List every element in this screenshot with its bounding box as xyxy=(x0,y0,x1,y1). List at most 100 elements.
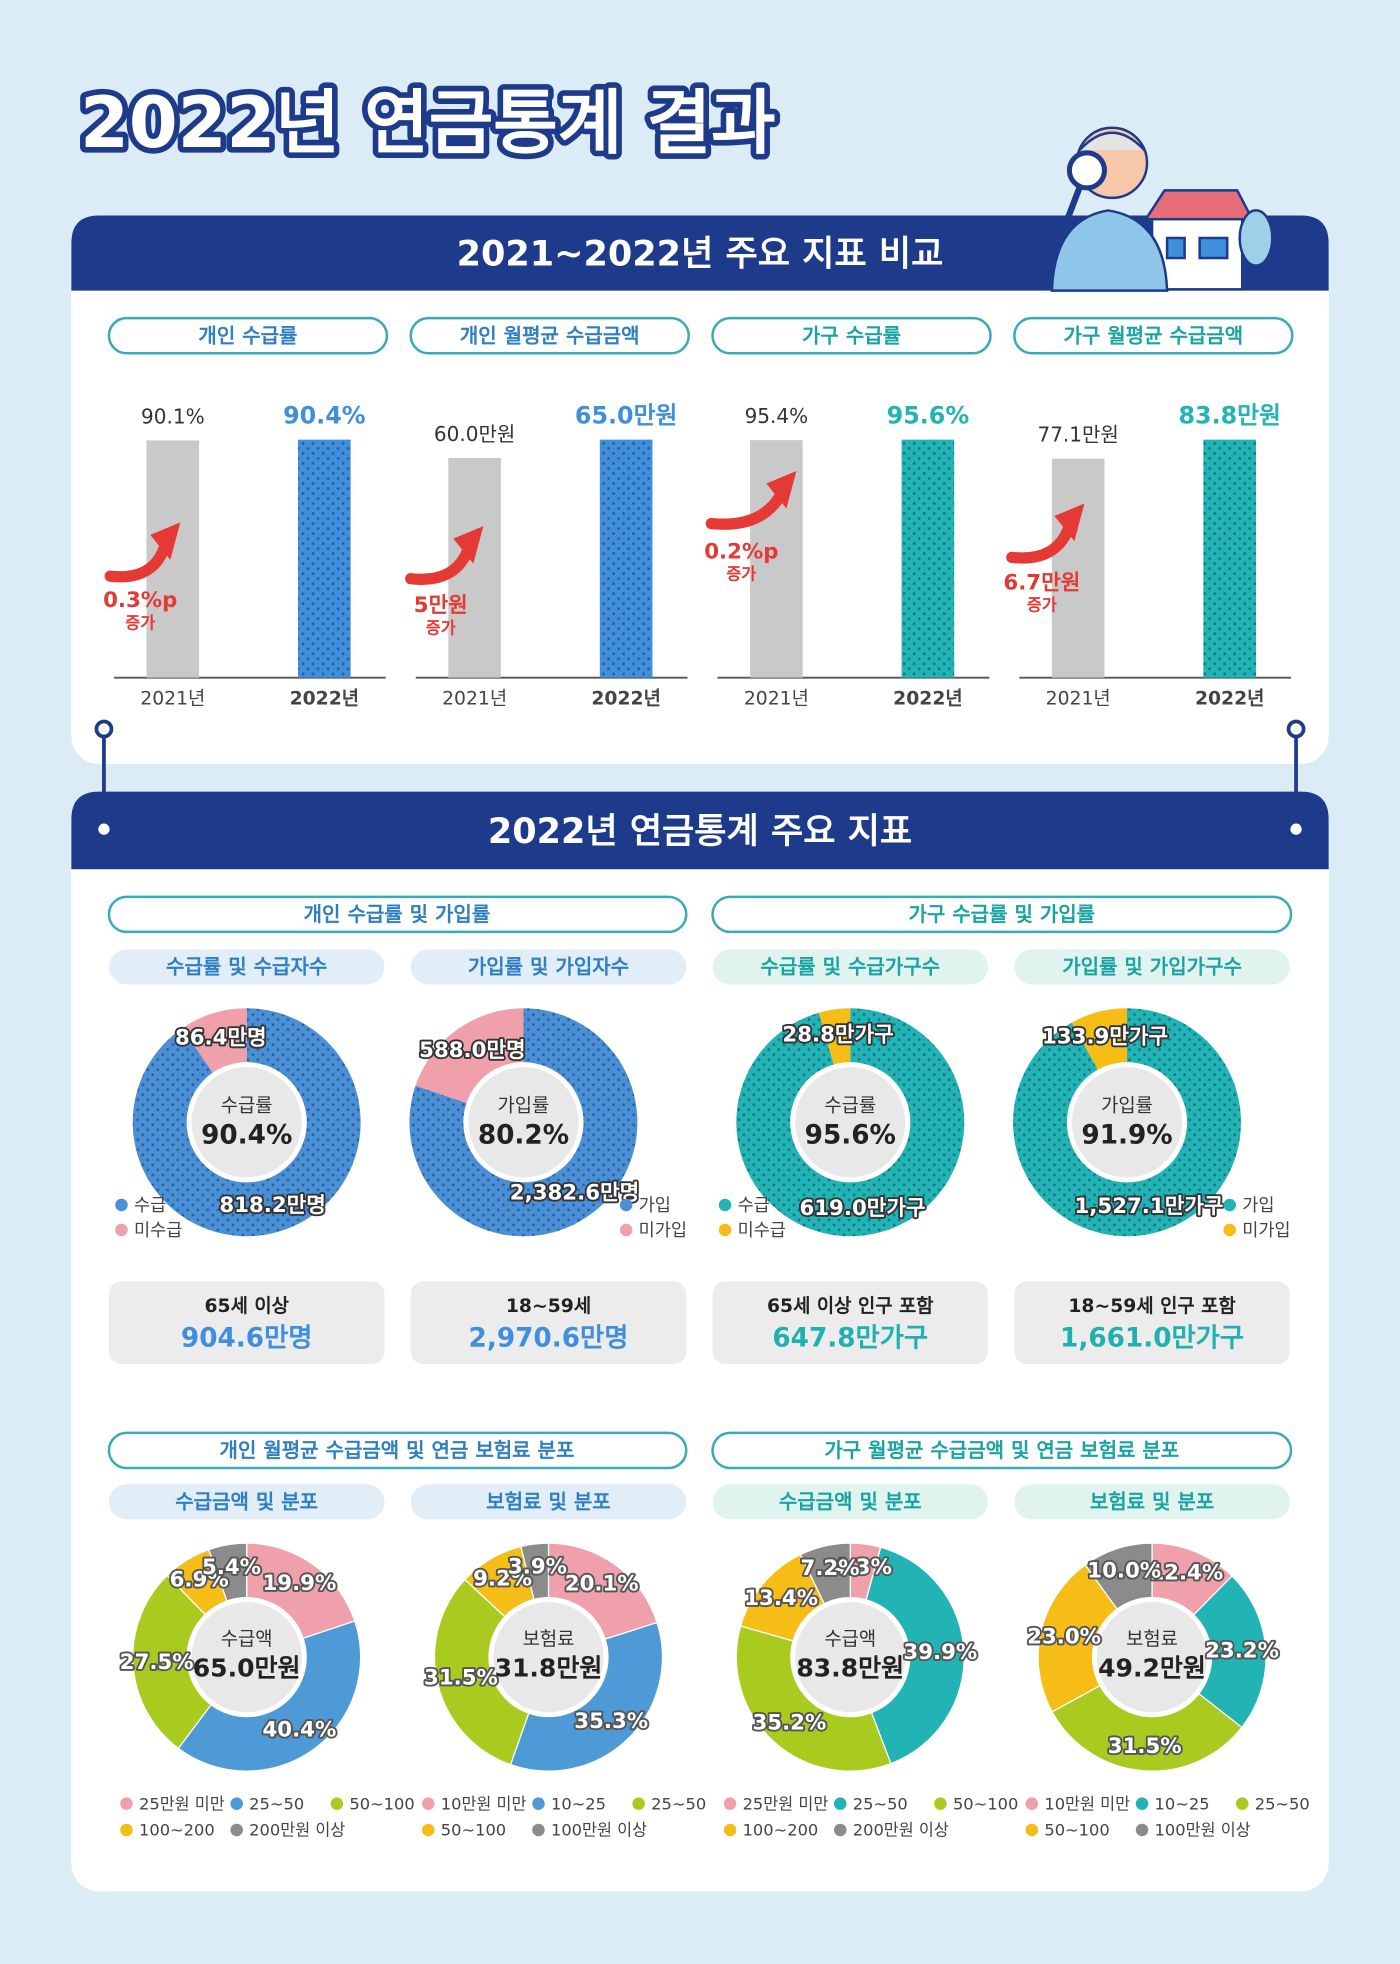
legend-swatch xyxy=(718,1198,732,1212)
pill xyxy=(107,316,389,355)
x-tick-label: 2021년 xyxy=(140,687,205,709)
trend-arrow xyxy=(705,487,788,530)
legend-swatch xyxy=(120,1797,133,1810)
section-heading: 2022년 연금통계 주요 지표 xyxy=(488,811,912,852)
legend-label: 200만원 이상 xyxy=(249,1821,345,1840)
change-value: 0.2%p xyxy=(704,539,778,564)
page-title: 2022년 연금통계 결과 xyxy=(80,82,776,164)
change-value: 6.7만원 xyxy=(1003,571,1080,596)
chart-title: 보험료 및 분포 xyxy=(486,1490,610,1514)
summary-value: 904.6만명 xyxy=(181,1323,313,1353)
legend-swatch xyxy=(619,1223,633,1237)
pie-center xyxy=(1096,1602,1208,1713)
trend-arrowhead xyxy=(453,526,484,564)
group-pill xyxy=(711,895,1293,934)
legend-swatch xyxy=(1025,1797,1039,1810)
donut-center xyxy=(1071,1067,1183,1178)
legend-swatch xyxy=(1223,1223,1236,1237)
legend-label: 25~50 xyxy=(249,1794,304,1813)
chart-title: 개인 수급률 xyxy=(198,323,297,347)
value-label: 86.4만명 xyxy=(175,1026,267,1051)
value-label: 20.1% xyxy=(565,1571,639,1596)
legend-swatch xyxy=(833,1823,847,1837)
x-tick-label: 2021년 xyxy=(744,687,809,709)
center-label: 수급률 xyxy=(824,1096,876,1117)
legend-swatch xyxy=(619,1198,633,1212)
legend-label: 25만원 미만 xyxy=(139,1794,225,1813)
x-tick-label: 2021년 xyxy=(1046,687,1111,709)
trend-arrow xyxy=(104,539,171,583)
center-value: 49.2만원 xyxy=(1098,1654,1206,1683)
bar xyxy=(901,439,955,678)
change-note: 증가 xyxy=(125,613,155,632)
legend-label: 25~50 xyxy=(853,1794,908,1813)
value-label: 4.3% xyxy=(833,1555,892,1580)
card-header xyxy=(71,215,1329,291)
legend-label: 25만원 미만 xyxy=(743,1794,829,1813)
summary-label: 65세 이상 인구 포함 xyxy=(767,1295,934,1317)
value-label: 9.2% xyxy=(473,1566,532,1591)
value-label: 588.0만명 xyxy=(419,1038,525,1063)
legend-label: 수급 xyxy=(134,1196,166,1216)
bar xyxy=(298,439,351,678)
group-heading: 가구 수급률 및 가입률 xyxy=(908,902,1095,926)
summary-label: 65세 이상 xyxy=(204,1295,288,1317)
x-tick-label: 2022년 xyxy=(893,687,962,709)
value-label: 7.2% xyxy=(801,1556,860,1581)
sub-pill xyxy=(108,1484,385,1520)
sub-pill xyxy=(712,1484,989,1520)
summary-box xyxy=(1014,1281,1290,1365)
center-label: 가입률 xyxy=(1101,1095,1153,1117)
value-label: 23.2% xyxy=(1205,1638,1279,1663)
legend-swatch xyxy=(532,1823,545,1837)
donut-center xyxy=(795,1067,906,1178)
value-label: 39.9% xyxy=(903,1640,977,1665)
section-heading: 2021~2022년 주요 지표 비교 xyxy=(457,234,944,275)
value-label: 35.3% xyxy=(574,1709,648,1734)
chart-title: 보험료 및 분포 xyxy=(1090,1490,1214,1514)
pie-center xyxy=(795,1602,906,1713)
center-value: 90.4% xyxy=(201,1121,292,1151)
value-label: 95.6% xyxy=(887,402,970,430)
summary-label: 18~59세 xyxy=(506,1295,591,1317)
legend-label: 미가입 xyxy=(639,1221,687,1241)
legend-swatch xyxy=(1135,1823,1149,1837)
value-label: 28.8만가구 xyxy=(782,1022,893,1047)
legend-swatch xyxy=(230,1797,243,1810)
value-label: 35.2% xyxy=(752,1711,826,1736)
value-label: 77.1만원 xyxy=(1037,423,1118,447)
center-value: 31.8만원 xyxy=(495,1654,603,1683)
legend-swatch xyxy=(833,1797,847,1810)
legend-label: 50~100 xyxy=(953,1794,1018,1813)
value-label: 60.0만원 xyxy=(434,422,515,446)
x-tick-label: 2022년 xyxy=(290,687,359,709)
sub-pill xyxy=(410,949,687,985)
value-label: 6.9% xyxy=(170,1568,229,1593)
chart-title: 수급률 및 수급자수 xyxy=(166,955,327,979)
legend-swatch xyxy=(330,1797,344,1810)
trend-arrowhead xyxy=(1054,503,1085,542)
group-heading: 개인 월평균 수급금액 및 연금 보험료 분포 xyxy=(220,1438,575,1462)
legend-swatch xyxy=(532,1797,545,1810)
pill xyxy=(711,316,992,355)
trend-arrowhead xyxy=(766,470,797,509)
value-label: 19.9% xyxy=(262,1571,336,1596)
legend-swatch xyxy=(1235,1797,1249,1810)
summary-value: 1,661.0만가구 xyxy=(1060,1323,1244,1353)
bar xyxy=(599,439,653,678)
donut-center xyxy=(468,1067,579,1178)
sub-pill xyxy=(712,949,989,985)
donut-center xyxy=(191,1067,302,1178)
legend-swatch xyxy=(1025,1823,1039,1837)
value-label: 5.4% xyxy=(202,1555,261,1580)
bar xyxy=(1203,439,1256,678)
value-label: 90.4% xyxy=(283,402,366,430)
legend-swatch xyxy=(1223,1198,1236,1212)
sub-pill xyxy=(410,1484,687,1520)
value-label: 27.5% xyxy=(120,1650,194,1675)
sub-pill xyxy=(1014,1484,1290,1520)
x-tick-label: 2022년 xyxy=(1195,687,1264,709)
chart-title: 수급률 및 수급가구수 xyxy=(760,955,940,979)
chart-title: 수급금액 및 분포 xyxy=(779,1490,922,1514)
